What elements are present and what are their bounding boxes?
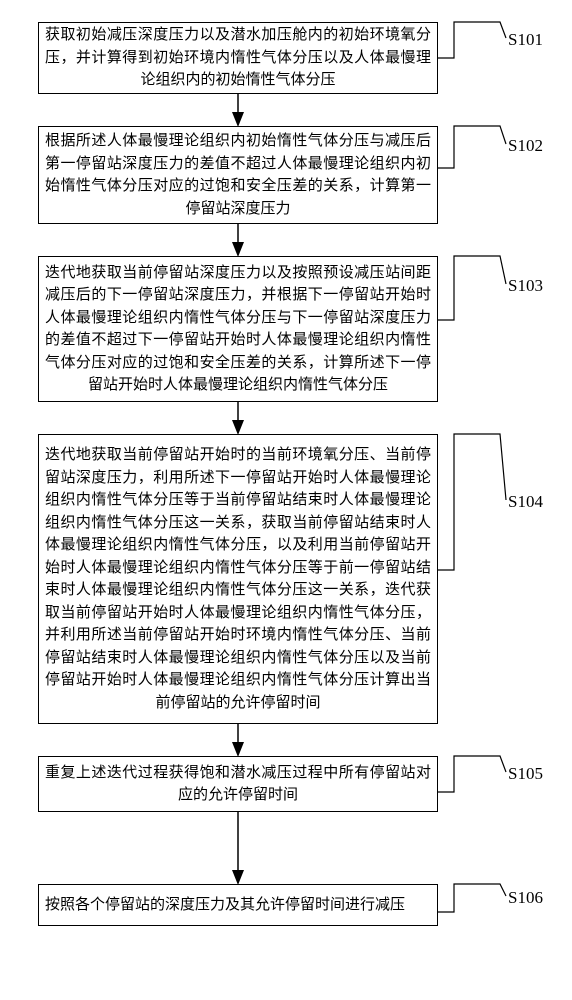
step-label-s103: S103 <box>508 276 543 296</box>
step-text-s102: 根据所述人体最慢理论组织内初始惰性气体分压与减压后第一停留站深度压力的差值不超过… <box>39 130 437 220</box>
step-label-s102: S102 <box>508 136 543 156</box>
step-text-s103: 迭代地获取当前停留站深度压力以及按照预设减压站间距减压后的下一停留站深度压力，并… <box>39 262 437 397</box>
step-box-s106: 按照各个停留站的深度压力及其允许停留时间进行减压 <box>38 884 438 926</box>
step-label-s105: S105 <box>508 764 543 784</box>
step-box-s105: 重复上述迭代过程获得饱和潜水减压过程中所有停留站对应的允许停留时间 <box>38 756 438 812</box>
bracket-s101 <box>438 22 506 58</box>
bracket-s103 <box>438 256 506 320</box>
step-text-s101: 获取初始减压深度压力以及潜水加压舱内的初始环境氧分压，并计算得到初始环境内惰性气… <box>39 24 437 92</box>
step-box-s101: 获取初始减压深度压力以及潜水加压舱内的初始环境氧分压，并计算得到初始环境内惰性气… <box>38 22 438 94</box>
bracket-s106 <box>438 884 506 912</box>
bracket-s104 <box>438 434 506 570</box>
step-label-s104: S104 <box>508 492 543 512</box>
flowchart-canvas: 获取初始减压深度压力以及潜水加压舱内的初始环境氧分压，并计算得到初始环境内惰性气… <box>0 0 572 1000</box>
step-box-s103: 迭代地获取当前停留站深度压力以及按照预设减压站间距减压后的下一停留站深度压力，并… <box>38 256 438 402</box>
step-label-s106: S106 <box>508 888 543 908</box>
step-text-s104: 迭代地获取当前停留站开始时的当前环境氧分压、当前停留站深度压力，利用所述下一停留… <box>39 444 437 714</box>
step-text-s106: 按照各个停留站的深度压力及其允许停留时间进行减压 <box>39 894 437 917</box>
bracket-s105 <box>438 756 506 792</box>
step-box-s104: 迭代地获取当前停留站开始时的当前环境氧分压、当前停留站深度压力，利用所述下一停留… <box>38 434 438 724</box>
step-box-s102: 根据所述人体最慢理论组织内初始惰性气体分压与减压后第一停留站深度压力的差值不超过… <box>38 126 438 224</box>
step-text-s105: 重复上述迭代过程获得饱和潜水减压过程中所有停留站对应的允许停留时间 <box>39 762 437 807</box>
bracket-s102 <box>438 126 506 168</box>
step-label-s101: S101 <box>508 30 543 50</box>
